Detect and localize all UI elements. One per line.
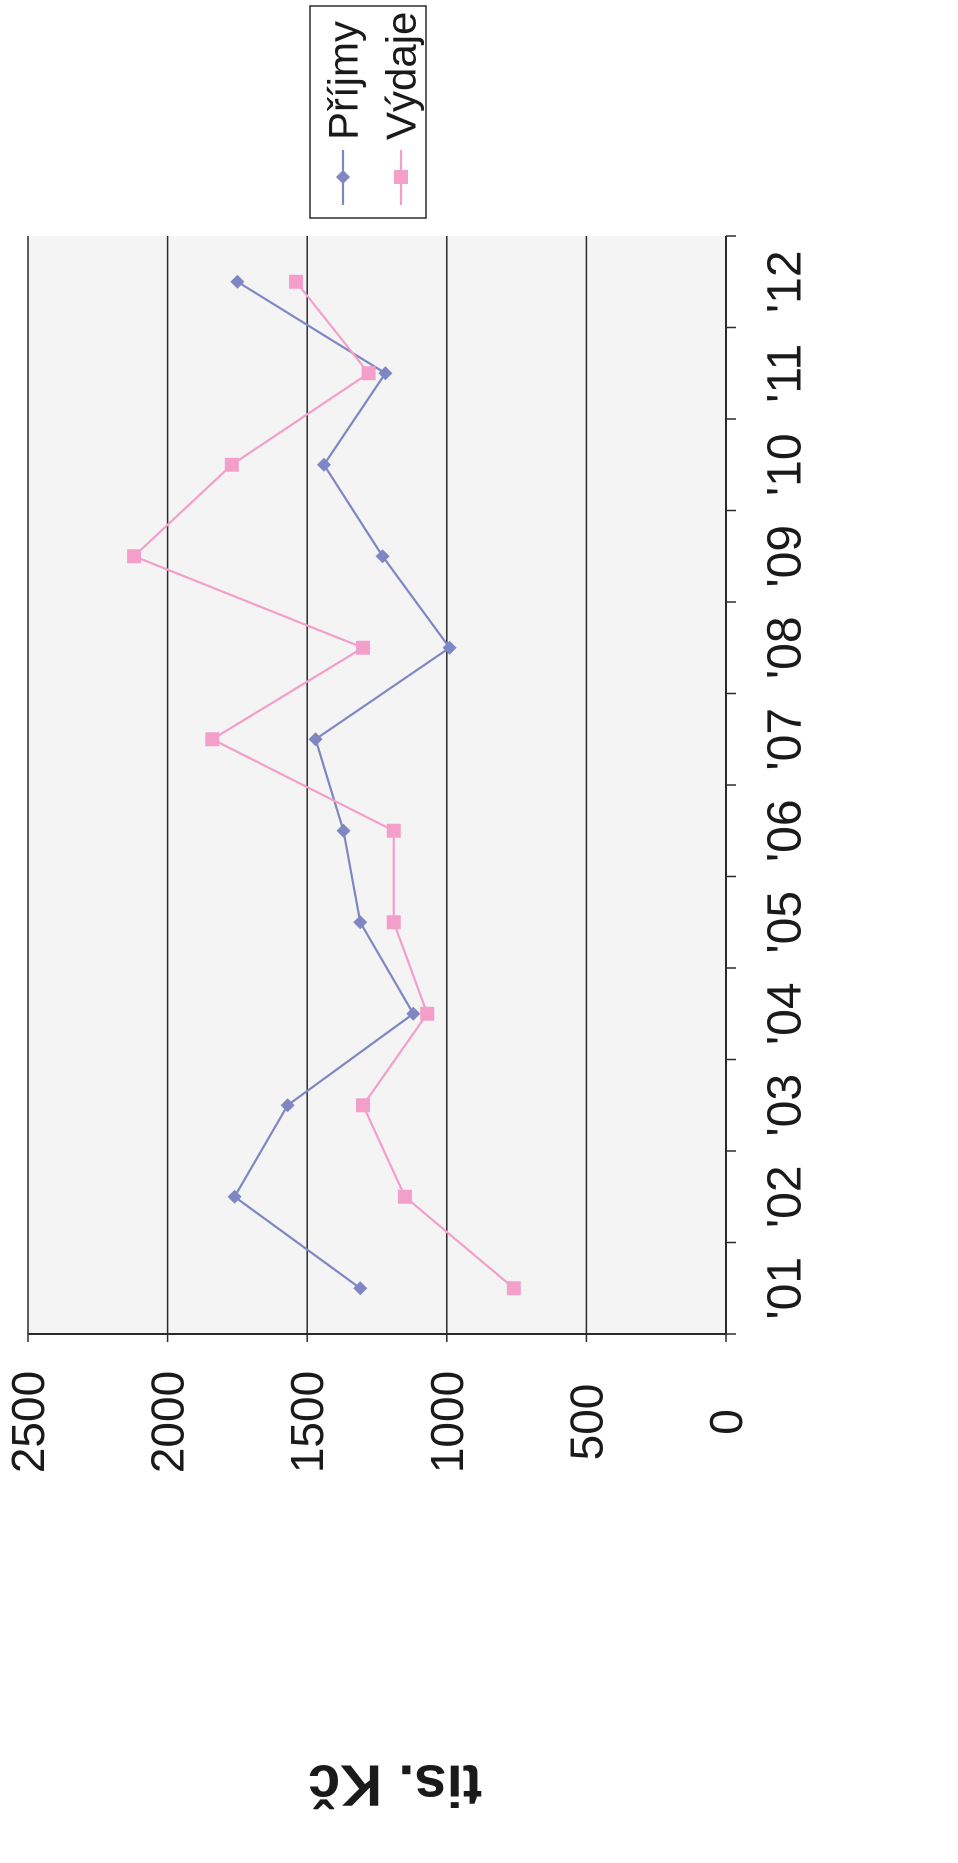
data-point-prijmy <box>353 915 368 930</box>
category-tick-label: '03 <box>759 1074 812 1137</box>
series-line-vydaje <box>132 281 515 1290</box>
data-point-vydaje <box>356 640 371 655</box>
category-tick-label: '06 <box>759 799 812 862</box>
data-point-prijmy <box>227 1189 242 1204</box>
category-tick-label: '11 <box>759 344 812 403</box>
gridlines <box>27 236 588 1334</box>
category-tick-label: '08 <box>759 616 812 679</box>
legend-marker-prijmy <box>336 170 350 184</box>
legend-label: Výdaje <box>378 12 425 140</box>
plot-area <box>27 235 736 1342</box>
data-point-prijmy <box>378 366 393 381</box>
data-point-vydaje <box>386 823 401 838</box>
y-axis-label: tis. Kč <box>308 1753 482 1818</box>
category-tick-label: '01 <box>759 1257 812 1320</box>
data-point-vydaje <box>224 457 239 472</box>
tick-labels: 0 500 1000 1500 2000 2500 '01 '02 '03 '04 '05 '06 '0… <box>2 250 812 1473</box>
category-tick-label: '10 <box>759 433 812 496</box>
legend: Příjmy Výdaje <box>309 5 427 219</box>
value-tick-label: 2000 <box>142 1371 194 1473</box>
category-tick-label: '12 <box>759 250 812 313</box>
data-point-vydaje <box>356 1098 371 1113</box>
series-layer <box>127 274 521 1296</box>
data-point-prijmy <box>442 640 457 655</box>
category-tick-label: '09 <box>759 525 812 588</box>
category-tick-label: '02 <box>759 1165 812 1228</box>
data-point-vydaje <box>289 274 304 289</box>
data-point-prijmy <box>336 823 351 838</box>
value-tick-label: 1000 <box>421 1371 473 1473</box>
category-tick-label: '07 <box>759 708 812 771</box>
series-line-prijmy <box>233 280 452 1290</box>
data-point-vydaje <box>397 1189 412 1204</box>
data-point-prijmy <box>353 1281 368 1296</box>
data-point-prijmy <box>375 549 390 564</box>
data-point-prijmy <box>316 457 331 472</box>
data-point-prijmy <box>230 274 245 289</box>
legend-label: Příjmy <box>320 21 367 140</box>
legend-marker-vydaje <box>394 170 408 184</box>
value-tick-label: 500 <box>560 1384 612 1461</box>
data-point-vydaje <box>127 549 142 564</box>
data-point-vydaje <box>205 732 220 747</box>
plot-background <box>28 236 726 1334</box>
data-point-prijmy <box>308 732 323 747</box>
data-point-vydaje <box>361 366 376 381</box>
axes <box>27 235 736 1342</box>
value-tick-label: 2500 <box>2 1371 54 1473</box>
data-point-vydaje <box>420 1006 435 1021</box>
category-tick-label: '04 <box>759 982 812 1045</box>
data-point-prijmy <box>406 1006 421 1021</box>
category-tick-label: '05 <box>759 891 812 954</box>
value-tick-label: 1500 <box>281 1371 333 1473</box>
value-tick-label: 0 <box>700 1409 752 1435</box>
data-point-vydaje <box>506 1281 521 1296</box>
data-point-prijmy <box>280 1098 295 1113</box>
data-point-vydaje <box>386 915 401 930</box>
